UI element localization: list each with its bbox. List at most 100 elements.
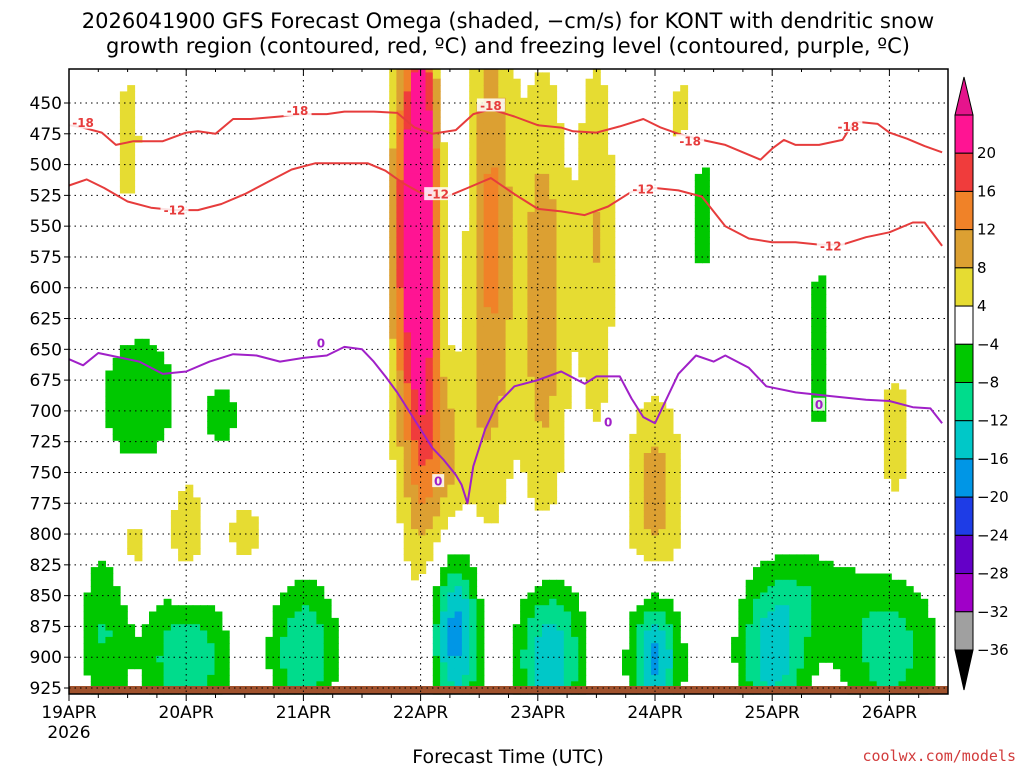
omega-cell [534, 484, 543, 492]
omega-cell [418, 345, 427, 352]
omega-cell [389, 78, 398, 86]
omega-cell [505, 69, 514, 73]
omega-cell [854, 598, 863, 606]
omega-cell [549, 433, 558, 441]
omega-cell [862, 573, 870, 581]
omega-cell [542, 440, 550, 448]
omega-cell [447, 617, 456, 625]
omega-cell [549, 224, 558, 232]
omega-cell [782, 617, 790, 625]
omega-cell [170, 681, 179, 689]
omega-cell [461, 681, 470, 689]
omega-cell [134, 541, 143, 549]
omega-cell [316, 617, 325, 625]
omega-cell [440, 148, 448, 156]
omega-cell [549, 142, 558, 150]
omega-cell [214, 674, 223, 682]
omega-cell [461, 414, 470, 422]
omega-cell [178, 491, 186, 498]
omega-cell [527, 446, 536, 454]
omega-cell [818, 288, 827, 295]
omega-cell [520, 224, 528, 232]
omega-cell [214, 414, 223, 422]
omega-cell [643, 433, 652, 441]
omega-cell [141, 345, 150, 352]
omega-cell [505, 421, 514, 429]
omega-cell [185, 516, 194, 524]
omega-cell [483, 116, 492, 124]
omega-cell [636, 433, 645, 441]
omega-cell [418, 313, 427, 321]
omega-cell [469, 123, 478, 130]
omega-cell [789, 617, 798, 625]
contour-label-bg [69, 115, 98, 129]
omega-cell [83, 624, 92, 632]
omega-cell [425, 414, 434, 422]
omega-cell [98, 662, 106, 670]
omega-cell [498, 326, 507, 333]
contour-label-bg [424, 187, 453, 201]
omega-cell [592, 338, 601, 346]
omega-cell [389, 300, 398, 308]
omega-cell [542, 135, 550, 143]
omega-cell [250, 522, 259, 530]
omega-cell [542, 408, 550, 416]
omega-cell [112, 681, 121, 689]
omega-cell [585, 123, 594, 130]
omega-cell [563, 211, 572, 219]
omega-cell [90, 579, 99, 587]
omega-cell [629, 674, 638, 682]
omega-cell [898, 427, 907, 435]
omega-cell [665, 541, 674, 549]
omega-cell [105, 630, 114, 638]
omega-cell [927, 681, 936, 689]
omega-cell [491, 167, 499, 175]
omega-cell [403, 541, 412, 549]
omega-cell [418, 510, 427, 517]
omega-cell [796, 668, 805, 676]
omega-cell [127, 357, 136, 365]
omega-cell [505, 294, 514, 302]
omega-cell [527, 123, 536, 130]
omega-cell [105, 617, 114, 625]
omega-cell [403, 510, 412, 517]
omega-cell [505, 211, 514, 219]
omega-cell [672, 123, 681, 130]
omega-cell [854, 655, 863, 663]
omega-cell [163, 624, 172, 632]
omega-cell [905, 617, 914, 625]
omega-cell [505, 148, 514, 156]
omega-cell [90, 624, 99, 632]
omega-cell [440, 573, 448, 581]
omega-cell [789, 586, 798, 593]
omega-cell [905, 605, 914, 613]
omega-cell [476, 326, 485, 333]
omega-cell [629, 484, 638, 492]
omega-cell [803, 649, 812, 657]
omega-cell [534, 605, 543, 613]
omega-cell [760, 649, 769, 657]
omega-cell [440, 211, 448, 219]
colorbar-label: −28 [977, 565, 1009, 583]
omega-cell [527, 262, 536, 270]
omega-cell [389, 313, 398, 321]
omega-cell [571, 205, 579, 213]
omega-cell [898, 586, 907, 593]
colorbar-top-arrow [954, 76, 974, 116]
omega-cell [643, 636, 652, 644]
omega-cell [556, 465, 565, 473]
omega-cell [571, 630, 579, 638]
omega-cell [461, 472, 470, 479]
omega-cell [425, 275, 434, 283]
omega-cell [476, 85, 485, 92]
omega-cell [192, 535, 201, 543]
omega-cell [905, 643, 914, 651]
omega-cell [600, 376, 609, 384]
omega-cell [658, 655, 667, 663]
omega-cell [432, 173, 441, 181]
omega-cell [469, 224, 478, 232]
omega-cell [389, 104, 398, 111]
omega-cell [170, 624, 179, 632]
omega-cell [563, 643, 572, 651]
omega-cell [520, 135, 528, 143]
